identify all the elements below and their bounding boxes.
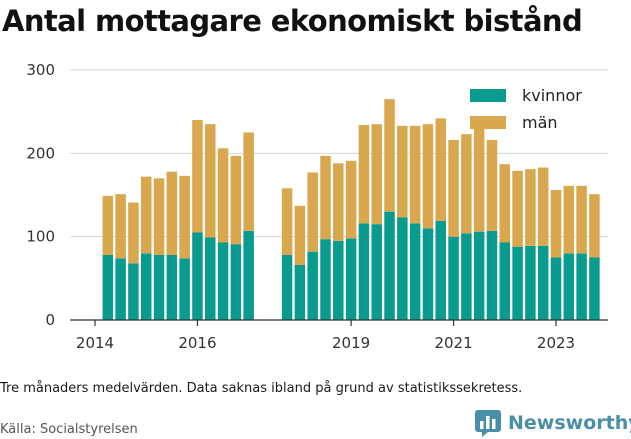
- stacked-bar-chart: 0 100 200 300 2014 2016 2019 2021 2023 kvinnor …: [26, 61, 608, 352]
- bar-kvinnor: [550, 257, 562, 320]
- bar-man: [537, 167, 549, 246]
- bar-man: [192, 120, 203, 233]
- bar-man: [166, 171, 178, 255]
- bar-man: [422, 124, 434, 229]
- x-tick-label: 2019: [332, 334, 370, 352]
- bar-kvinnor: [307, 251, 318, 320]
- bar-kvinnor: [589, 257, 600, 320]
- x-tick-label: 2016: [178, 334, 216, 352]
- bar-kvinnor: [486, 230, 498, 320]
- bar-man: [576, 185, 587, 254]
- bar-man: [461, 134, 472, 234]
- bar-man: [205, 124, 216, 238]
- y-tick-label: 100: [26, 228, 55, 246]
- bar-man: [371, 124, 382, 225]
- bar-kvinnor: [333, 240, 344, 320]
- source-credit: Källa: Socialstyrelsen: [0, 422, 138, 437]
- bar-man: [179, 175, 190, 259]
- bar-kvinnor: [115, 258, 126, 320]
- x-tick-label: 2023: [537, 334, 575, 352]
- bar-kvinnor: [397, 217, 408, 320]
- legend-swatch-man: [470, 116, 506, 129]
- bar-kvinnor: [448, 236, 459, 320]
- bar-man: [217, 148, 229, 243]
- bar-man: [397, 125, 408, 218]
- bar-kvinnor: [512, 246, 523, 320]
- bar-chart-logo-icon: [475, 410, 501, 437]
- bar-kvinnor: [166, 255, 178, 320]
- bar-kvinnor: [205, 237, 216, 320]
- bar-man: [358, 125, 370, 224]
- bar-man: [243, 132, 254, 231]
- y-tick-label: 300: [26, 61, 55, 79]
- bar-man: [320, 155, 331, 240]
- x-tick-label: 2021: [434, 334, 472, 352]
- bar-man: [563, 185, 575, 254]
- legend-label-man: män: [522, 113, 558, 132]
- legend: kvinnor män: [470, 86, 582, 132]
- bar-man: [281, 188, 293, 255]
- bar-kvinnor: [217, 242, 229, 320]
- bar-kvinnor: [179, 258, 190, 320]
- bar-man: [230, 155, 242, 245]
- bar-man: [102, 195, 114, 255]
- bar-kvinnor: [371, 224, 382, 320]
- bar-man: [435, 118, 446, 221]
- y-tick-label: 200: [26, 144, 55, 162]
- bar-man: [115, 194, 126, 259]
- bar-man: [486, 140, 498, 231]
- bar-kvinnor: [384, 211, 395, 320]
- logo-wordmark: Newsworthy: [508, 412, 631, 434]
- bar-kvinnor: [435, 220, 446, 320]
- bar-kvinnor: [525, 245, 536, 320]
- bar-kvinnor: [422, 228, 434, 320]
- legend-label-kvinnor: kvinnor: [522, 86, 582, 105]
- bar-kvinnor: [281, 255, 293, 320]
- chart-title: Antal mottagare ekonomiskt bistånd: [2, 4, 583, 38]
- bar-man: [384, 99, 395, 212]
- y-tick-label: 0: [45, 311, 55, 329]
- bar-kvinnor: [358, 223, 370, 320]
- bar-kvinnor: [128, 263, 139, 320]
- bar-kvinnor: [461, 233, 472, 320]
- bar-kvinnor: [230, 244, 242, 320]
- bar-man: [140, 176, 152, 254]
- x-tick-label: 2014: [76, 334, 114, 352]
- bar-man: [128, 202, 139, 264]
- bar-man: [307, 172, 318, 252]
- bar-man: [294, 205, 306, 265]
- bar-man: [473, 128, 485, 232]
- bar-man: [153, 178, 165, 255]
- bars: [102, 99, 600, 320]
- legend-swatch-kvinnor: [470, 89, 506, 102]
- bar-man: [589, 194, 600, 258]
- bar-kvinnor: [243, 230, 254, 320]
- bar-man: [525, 169, 536, 246]
- newsworthy-logo: Newsworthy: [474, 409, 631, 437]
- bar-man: [333, 163, 344, 241]
- bar-kvinnor: [473, 231, 485, 320]
- bar-man: [345, 160, 357, 239]
- bar-man: [409, 125, 421, 224]
- bar-man: [512, 170, 523, 247]
- bar-kvinnor: [499, 242, 511, 320]
- bar-kvinnor: [192, 232, 203, 320]
- axes: 2014 2016 2019 2021 2023: [70, 319, 608, 352]
- chart-caption: Tre månaders medelvärden. Data saknas ib…: [0, 381, 523, 396]
- bar-kvinnor: [140, 253, 152, 320]
- bar-kvinnor: [345, 238, 357, 320]
- bar-kvinnor: [102, 255, 114, 320]
- bar-kvinnor: [537, 245, 549, 320]
- bar-man: [499, 164, 511, 243]
- bar-kvinnor: [563, 253, 575, 320]
- bar-kvinnor: [294, 265, 306, 320]
- bar-kvinnor: [576, 253, 587, 320]
- bar-kvinnor: [409, 223, 421, 320]
- bar-kvinnor: [153, 255, 165, 320]
- bar-kvinnor: [320, 239, 331, 320]
- bar-man: [448, 140, 459, 237]
- bar-man: [550, 190, 562, 258]
